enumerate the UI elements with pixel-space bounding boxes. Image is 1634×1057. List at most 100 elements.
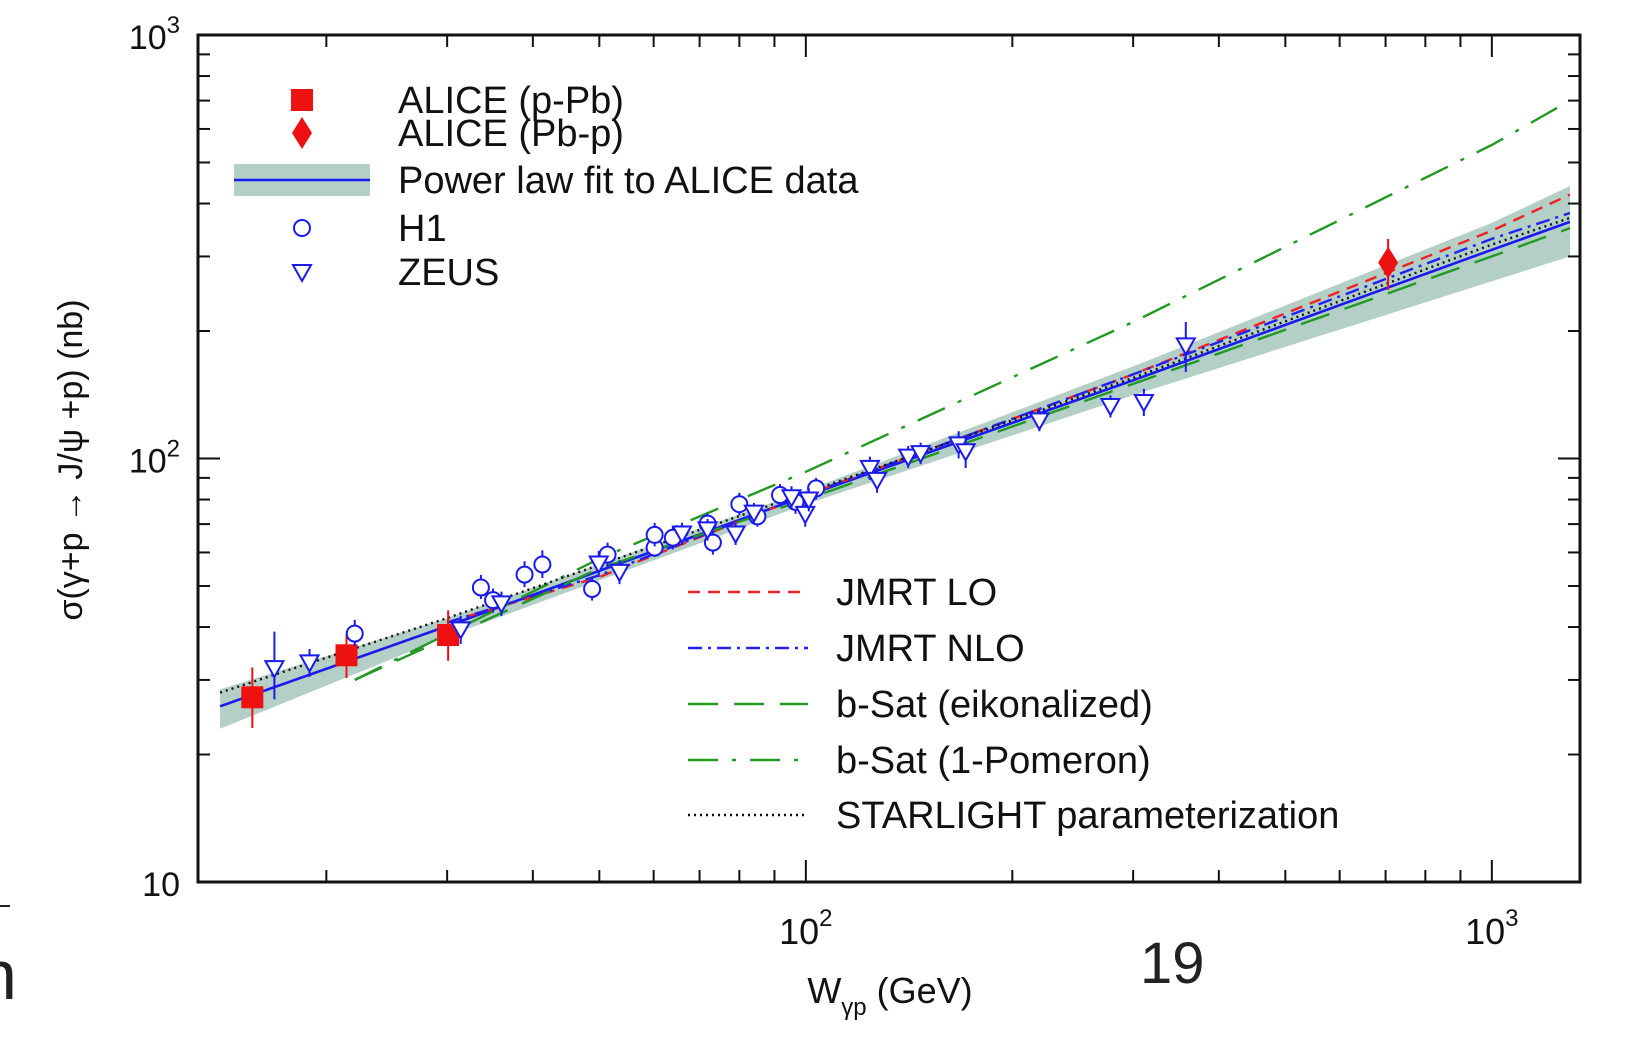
point-zeus — [743, 503, 765, 524]
triangle-marker — [1133, 393, 1155, 413]
legend-top-label: ALICE (p-Pb) — [398, 80, 624, 122]
curve-layer — [219, 99, 1570, 708]
legend-triangle-marker — [291, 264, 313, 284]
circle-marker — [703, 533, 722, 552]
x-axis-label-sub: γp — [841, 994, 866, 1021]
circle-marker — [471, 578, 490, 597]
square-marker — [241, 686, 264, 709]
diamond-marker — [1378, 246, 1399, 279]
legend-bottom-item: b-Sat (1-Pomeron) — [688, 740, 1151, 782]
triangle-marker — [450, 621, 472, 641]
point-zeus — [724, 522, 747, 545]
triangle-marker — [794, 505, 816, 525]
curve-jmrt-lo — [446, 193, 1570, 624]
legend-bottom-item: JMRT LO — [688, 572, 997, 614]
triangle-marker — [798, 491, 820, 511]
point-zeus — [1175, 322, 1197, 373]
point-zeus — [298, 648, 321, 677]
point-alice-p-pb — [241, 667, 264, 729]
triangle-marker — [671, 525, 693, 545]
point-h1 — [471, 574, 490, 599]
point-zeus — [954, 436, 977, 468]
slide-edge-mark — [0, 905, 10, 907]
legend-bottom-item: JMRT NLO — [688, 628, 1025, 670]
circle-marker — [345, 624, 364, 643]
triangle-marker — [859, 459, 881, 479]
point-alice-p-pb — [437, 610, 460, 661]
y-tick-label: 102 — [129, 436, 180, 481]
point-h1 — [730, 492, 749, 516]
point-h1 — [515, 561, 534, 588]
legend-top-item: ALICE (Pb-p) — [292, 113, 624, 155]
triangle-marker — [696, 521, 719, 541]
triangle-marker — [588, 555, 610, 575]
circle-marker — [583, 579, 602, 598]
x-axis-label-unit: (GeV) — [867, 970, 973, 1011]
point-h1 — [703, 531, 722, 555]
triangle-marker — [490, 595, 513, 615]
point-zeus — [490, 591, 513, 616]
legend-bottom-label: JMRT LO — [836, 572, 997, 614]
point-zeus — [450, 615, 472, 644]
square-marker — [437, 624, 460, 647]
point-zeus — [671, 522, 693, 545]
point-zeus — [798, 488, 820, 512]
legend-top-item: Power law fit to ALICE data — [234, 160, 859, 202]
legend-circle-marker — [293, 219, 311, 237]
triangle-marker — [954, 443, 977, 463]
legend-bottom-label: STARLIGHT parameterization — [836, 795, 1339, 837]
y-tick-label: 10 — [142, 866, 180, 904]
point-zeus — [1133, 388, 1155, 416]
legend-top-label: ZEUS — [398, 252, 499, 294]
circle-marker — [645, 525, 664, 544]
legend-top-label: Power law fit to ALICE data — [398, 160, 859, 202]
fit-band-layer — [220, 186, 1570, 729]
data-point-layer — [241, 238, 1399, 729]
x-tick-label: 103 — [1465, 905, 1518, 952]
circle-marker — [515, 565, 534, 584]
point-zeus — [608, 560, 631, 585]
triangle-marker — [1099, 398, 1122, 418]
x-axis-label: Wγp (GeV) — [807, 970, 972, 1021]
legend-bottom-item: b-Sat (eikonalized) — [688, 684, 1153, 726]
triangle-marker — [1175, 337, 1197, 357]
point-zeus — [1099, 395, 1122, 418]
legend-bottom-label: JMRT NLO — [836, 628, 1025, 670]
legend-bottom-item: STARLIGHT parameterization — [688, 795, 1339, 837]
triangle-marker — [608, 563, 631, 583]
axis-layer: 10 102 103 102 103 — [129, 12, 1582, 952]
legend-bottom-label: b-Sat (eikonalized) — [836, 684, 1153, 726]
slide-edge-glyph: n — [0, 935, 17, 1015]
legend-top-item: H1 — [293, 208, 447, 250]
triangle-marker — [263, 660, 286, 680]
legend-square-marker — [291, 89, 313, 111]
point-zeus — [866, 467, 888, 493]
point-h1 — [645, 522, 664, 547]
point-zeus — [780, 486, 803, 509]
point-h1 — [345, 619, 364, 646]
y-tick-label: 103 — [129, 12, 180, 57]
legend-layer: ALICE (p-Pb)ALICE (Pb-p) Power law fit to… — [234, 80, 1339, 837]
point-zeus — [897, 446, 919, 468]
point-zeus — [263, 631, 286, 700]
legend-top-label: ALICE (Pb-p) — [398, 113, 624, 155]
legend-diamond-marker — [292, 117, 312, 149]
y-axis-label: σ(γ+p → J/ψ +p) (nb) — [52, 299, 90, 620]
triangle-marker — [866, 471, 888, 491]
point-zeus — [909, 442, 932, 465]
x-tick-label: 102 — [779, 905, 832, 952]
triangle-marker — [780, 489, 803, 509]
circle-marker — [730, 495, 749, 514]
legend-bottom-label: b-Sat (1-Pomeron) — [836, 740, 1151, 782]
triangle-marker — [298, 654, 321, 674]
triangle-marker — [724, 525, 747, 545]
point-alice-pb-p — [1378, 238, 1399, 290]
x-axis-label-main: W — [807, 970, 841, 1011]
point-zeus — [696, 518, 719, 541]
triangle-marker — [909, 445, 932, 465]
page-number: 19 — [1140, 931, 1205, 996]
point-zeus — [588, 550, 610, 578]
point-h1 — [583, 578, 602, 601]
curve-power-law-fit-to-alice-data — [219, 220, 1570, 708]
